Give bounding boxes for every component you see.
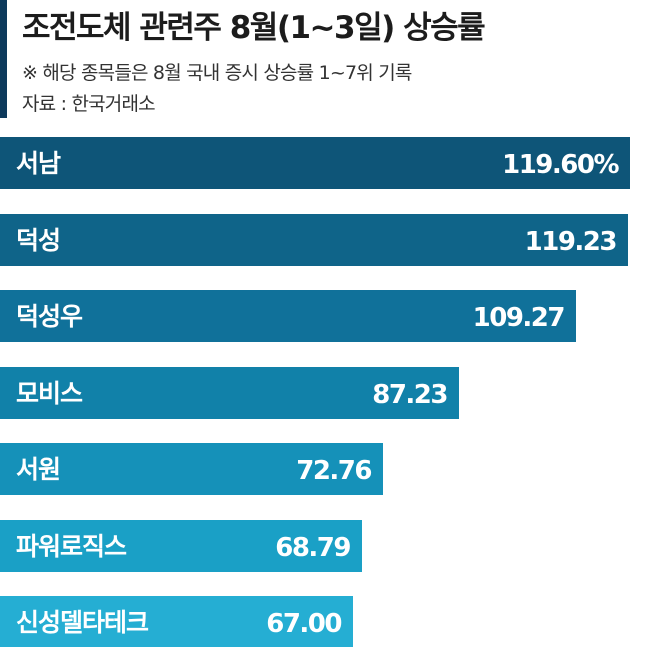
bar — [0, 367, 459, 419]
chart-subtitle: ※ 해당 종목들은 8월 국내 증시 상승률 1~7위 기록 — [22, 62, 412, 84]
bar-value-label: 68.79 — [275, 533, 350, 563]
bar-value-label: 87.23 — [372, 380, 447, 410]
bar-category-label: 덕성우 — [16, 302, 83, 331]
bar-value-label: 119.23 — [525, 227, 617, 257]
bar-value-label: 109.27 — [473, 303, 565, 333]
bar-value-label: 119.60% — [502, 150, 619, 180]
bar — [0, 214, 628, 266]
bar-group: 덕성 119.23 — [0, 214, 628, 266]
bar-value-label: 72.76 — [296, 456, 371, 486]
bar — [0, 520, 362, 572]
bar — [0, 137, 630, 189]
bar-group: 서남 119.60% — [0, 137, 630, 189]
bar-category-label: 서원 — [16, 455, 60, 484]
chart-title: 조전도체 관련주 8월(1~3일) 상승률 — [22, 10, 486, 46]
bar-group: 덕성우 109.27 — [0, 290, 576, 342]
bar — [0, 596, 353, 647]
bar — [0, 290, 576, 342]
chart-source: 자료 : 한국거래소 — [22, 93, 156, 115]
bar — [0, 443, 383, 495]
bar-group: 서원 72.76 — [0, 443, 383, 495]
bar-group: 파워로직스 68.79 — [0, 520, 362, 572]
bar-category-label: 파워로직스 — [16, 532, 127, 561]
bar-value-label: 67.00 — [266, 609, 341, 639]
accent-bar — [0, 0, 7, 118]
bar-group: 신성델타테크 67.00 — [0, 596, 353, 647]
bar-category-label: 덕성 — [16, 226, 60, 255]
bar-category-label: 모비스 — [16, 379, 83, 408]
bar-category-label: 서남 — [16, 149, 61, 178]
bar-category-label: 신성델타테크 — [16, 608, 149, 637]
bar-group: 모비스 87.23 — [0, 367, 459, 419]
